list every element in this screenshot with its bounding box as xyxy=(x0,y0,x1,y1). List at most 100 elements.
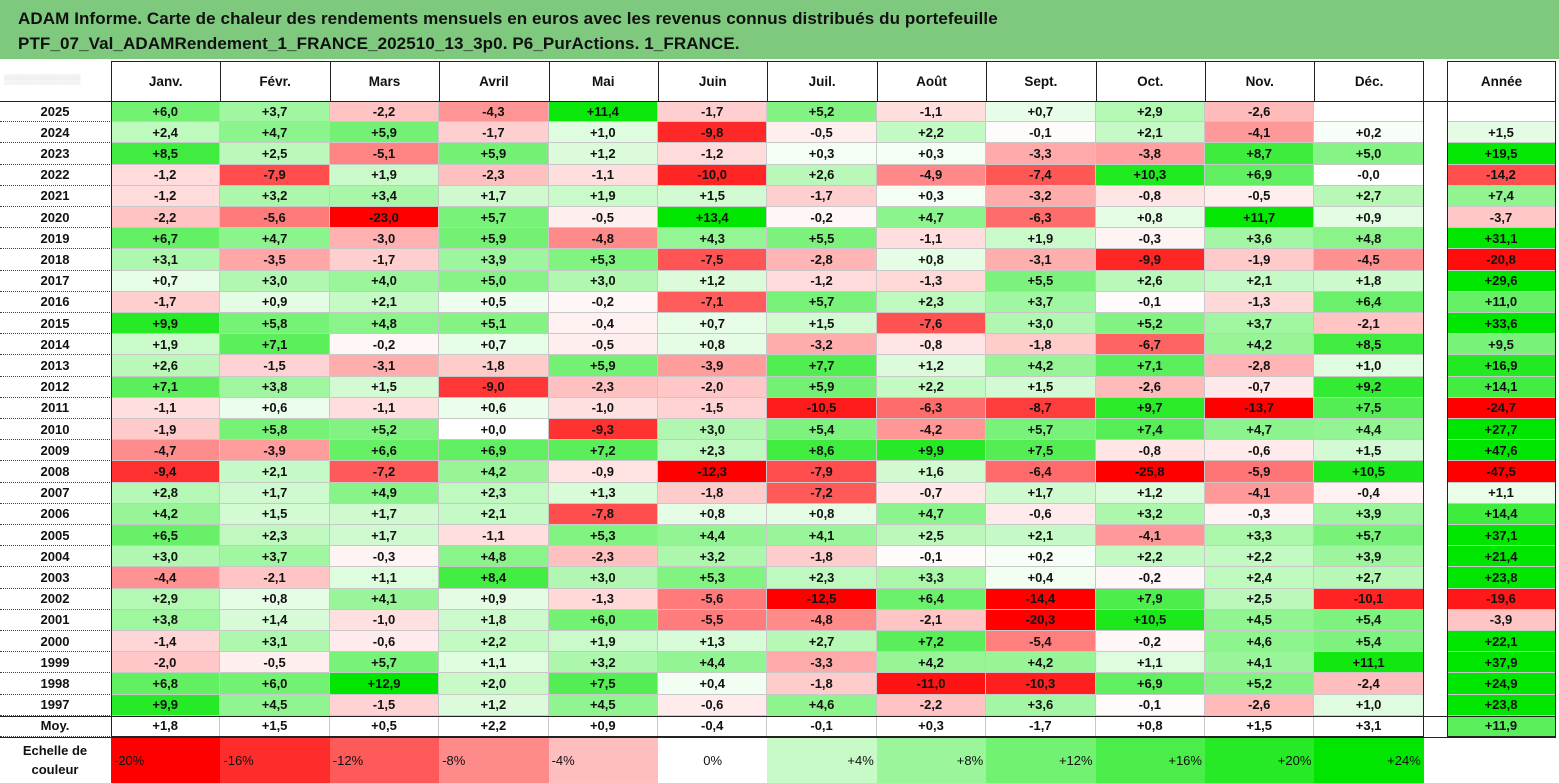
heatmap-cell: +1,6 xyxy=(876,461,987,483)
heatmap-cell: +2,9 xyxy=(1095,101,1205,123)
heatmap-cell: +1,0 xyxy=(548,122,658,144)
heatmap-cell: +8,6 xyxy=(767,440,877,462)
heatmap-cell: +5,7 xyxy=(329,652,440,674)
heatmap-cell: +5,3 xyxy=(548,525,658,547)
heatmap-cell: +1,8 xyxy=(1314,270,1424,292)
heatmap-cell: +4,2 xyxy=(876,652,987,674)
heatmap-cell: -1,5 xyxy=(220,355,330,377)
heatmap-cell: -1,9 xyxy=(1205,249,1315,271)
heatmap-cell: +6,6 xyxy=(329,440,440,462)
heatmap-cell: -2,0 xyxy=(658,376,768,398)
year-label: 2013 xyxy=(0,355,110,377)
heatmap-cell: +0,4 xyxy=(986,567,1096,589)
year-label: 2001 xyxy=(0,609,110,631)
year-label: 2008 xyxy=(0,461,110,483)
heatmap-cell: -0,4 xyxy=(548,313,658,335)
heatmap-cell: +1,7 xyxy=(439,185,549,207)
heatmap-cell: -1,7 xyxy=(329,249,440,271)
heatmap-cell: +6,0 xyxy=(220,673,330,695)
column-header: Mai xyxy=(548,61,658,101)
heatmap-cell: +5,7 xyxy=(1314,525,1424,547)
heatmap-cell: +3,2 xyxy=(1095,503,1205,525)
heatmap-cell: +2,1 xyxy=(1095,122,1205,144)
annual-cell xyxy=(1447,101,1556,123)
heatmap-cell: -2,6 xyxy=(1095,376,1205,398)
heatmap-cell: +4,1 xyxy=(767,525,877,547)
annual-cell: +16,9 xyxy=(1447,355,1556,377)
heatmap-cell: +11,7 xyxy=(1205,207,1315,229)
heatmap-cell: -12,5 xyxy=(767,588,877,610)
heatmap-cell: -7,4 xyxy=(986,164,1096,186)
heatmap-cell: +5,2 xyxy=(1095,313,1205,335)
average-cell: +0,5 xyxy=(329,715,440,737)
heatmap-cell: -4,2 xyxy=(876,419,987,441)
heatmap-cell: -1,2 xyxy=(767,270,877,292)
heatmap-cell: -7,6 xyxy=(876,313,987,335)
heatmap-cell: -3,8 xyxy=(1095,143,1205,165)
heatmap-cell: +2,5 xyxy=(220,143,330,165)
heatmap-cell: +2,3 xyxy=(767,567,877,589)
heatmap-cell: -5,9 xyxy=(1205,461,1315,483)
heatmap-cell: +2,1 xyxy=(1205,270,1315,292)
heatmap-cell: +8,4 xyxy=(439,567,549,589)
heatmap-cell: -9,0 xyxy=(439,376,549,398)
heatmap-cell: -1,1 xyxy=(329,397,440,419)
heatmap-cell: -1,1 xyxy=(548,164,658,186)
year-label: 2019 xyxy=(0,228,110,250)
heatmap-cell: +5,5 xyxy=(986,270,1096,292)
color-scale-swatch: +24% xyxy=(1314,737,1424,783)
heatmap-cell: -1,7 xyxy=(767,185,877,207)
year-label: 1998 xyxy=(0,673,110,695)
heatmap-cell: +4,9 xyxy=(329,482,440,504)
column-header: Mars xyxy=(329,61,440,101)
heatmap-cell: +7,5 xyxy=(986,440,1096,462)
heatmap-cell: -2,8 xyxy=(767,249,877,271)
year-label: 2011 xyxy=(0,397,110,419)
heatmap-cell: +8,7 xyxy=(1205,143,1315,165)
heatmap-cell: +4,1 xyxy=(1205,652,1315,674)
heatmap-cell: -0,6 xyxy=(986,503,1096,525)
heatmap-cell: +3,2 xyxy=(658,546,768,568)
heatmap-cell: +1,5 xyxy=(220,503,330,525)
heatmap-cell: +10,5 xyxy=(1314,461,1424,483)
heatmap-cell: -3,0 xyxy=(329,228,440,250)
column-header: Juin xyxy=(658,61,768,101)
heatmap-cell: -1,0 xyxy=(329,609,440,631)
heatmap-cell: -2,3 xyxy=(548,376,658,398)
heatmap-cell: -13,7 xyxy=(1205,397,1315,419)
heatmap-cell: +3,9 xyxy=(439,249,549,271)
heatmap-cell: +2,7 xyxy=(1314,185,1424,207)
heatmap-cell: +2,5 xyxy=(1205,588,1315,610)
heatmap-cell: -0,3 xyxy=(1095,228,1205,250)
heatmap-cell: -3,2 xyxy=(986,185,1096,207)
heatmap-cell: +2,1 xyxy=(439,503,549,525)
year-label: 2002 xyxy=(0,588,110,610)
heatmap-cell: +6,0 xyxy=(111,101,221,123)
heatmap-cell: +9,7 xyxy=(1095,397,1205,419)
column-header: Oct. xyxy=(1095,61,1205,101)
heatmap-cell: +5,7 xyxy=(439,207,549,229)
heatmap-cell: +10,5 xyxy=(1095,609,1205,631)
heatmap-cell: +7,9 xyxy=(1095,588,1205,610)
heatmap-cell: -1,1 xyxy=(111,397,221,419)
heatmap-cell: -0,9 xyxy=(548,461,658,483)
heatmap-cell: +1,2 xyxy=(439,694,549,716)
heatmap-cell: -1,2 xyxy=(111,164,221,186)
heatmap-cell: -5,1 xyxy=(329,143,440,165)
heatmap-cell: +4,8 xyxy=(329,313,440,335)
heatmap-cell: +5,9 xyxy=(329,122,440,144)
heatmap-cell: +2,2 xyxy=(1095,546,1205,568)
heatmap-cell: +6,9 xyxy=(1095,673,1205,695)
average-cell: +0,8 xyxy=(1095,715,1205,737)
heatmap-cell: +1,2 xyxy=(658,270,768,292)
annual-cell: +47,6 xyxy=(1447,440,1556,462)
heatmap-cell: +3,3 xyxy=(1205,525,1315,547)
heatmap-cell: +5,4 xyxy=(1314,609,1424,631)
heatmap-cell: -4,8 xyxy=(767,609,877,631)
heatmap-cell: -0,3 xyxy=(1205,503,1315,525)
year-label: 2006 xyxy=(0,503,110,525)
heatmap-cell: -0,3 xyxy=(329,546,440,568)
heatmap-cell: +1,5 xyxy=(986,376,1096,398)
annual-cell: +1,5 xyxy=(1447,122,1556,144)
heatmap-cell: -1,7 xyxy=(658,101,768,123)
